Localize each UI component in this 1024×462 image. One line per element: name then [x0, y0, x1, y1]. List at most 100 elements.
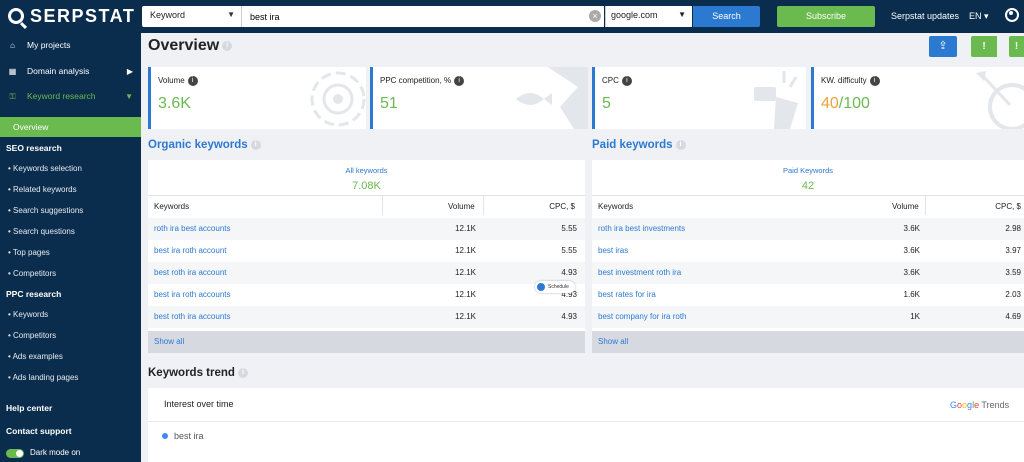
keyword-link[interactable]: roth ira best investments [598, 224, 686, 233]
legend-label: best ira [174, 431, 204, 441]
col-cpc[interactable]: CPC, $ [549, 202, 575, 211]
card-label: KW. difficulty i [821, 76, 880, 86]
subscribe-button[interactable]: Subscribe [777, 6, 875, 27]
cpc-cell: 3.59 [1005, 268, 1021, 277]
sidebar-item-search-suggestions[interactable]: • Search suggestions [8, 206, 84, 215]
keyword-link[interactable]: roth ira best accounts [154, 224, 231, 233]
table-row: best company for ira roth 1K 4.69 [592, 306, 1024, 328]
sidebar-item-contact-support[interactable]: Contact support [6, 426, 72, 436]
show-all-button[interactable]: Show all [592, 331, 1024, 353]
paid-keywords-link[interactable]: Paid Keywords [782, 166, 834, 175]
upload-icon: ⇪ [938, 40, 948, 52]
sidebar-item-my-projects[interactable]: ⌂ My projects [0, 35, 141, 55]
info-icon[interactable]: i [250, 139, 261, 150]
sidebar-item-label: Competitors [13, 331, 57, 340]
sidebar-item-label: Keyword research [27, 91, 96, 101]
volume-cell: 1K [910, 312, 920, 321]
organic-count: 7.08K [352, 180, 381, 192]
top-bar: SERPSTAT Keyword ▼ × google.com ▼ Search… [0, 0, 1024, 33]
col-keywords[interactable]: Keywords [598, 202, 634, 211]
clear-icon[interactable]: × [589, 10, 601, 22]
sidebar-item-domain-analysis[interactable]: ▦ Domain analysis ▶ [0, 61, 141, 81]
schedule-widget[interactable]: Schedule [535, 281, 575, 293]
all-keywords-link[interactable]: All keywords [345, 166, 388, 175]
report-button-secondary[interactable]: ! [1009, 36, 1024, 57]
search-type-select[interactable]: Keyword ▼ [142, 6, 242, 27]
sidebar-item-ads-examples[interactable]: • Ads examples [8, 352, 63, 361]
serpstat-updates-link[interactable]: Serpstat updates [891, 11, 960, 21]
divider [925, 195, 926, 215]
col-keywords[interactable]: Keywords [154, 202, 190, 211]
sidebar-item-competitors[interactable]: • Competitors [8, 269, 57, 278]
sidebar-item-help-center[interactable]: Help center [6, 403, 53, 413]
card-value: 3.6K [158, 95, 191, 112]
sidebar-item-related-keywords[interactable]: • Related keywords [8, 185, 77, 194]
sidebar-item-top-pages[interactable]: • Top pages [8, 248, 50, 257]
database-select[interactable]: google.com ▼ [605, 6, 692, 27]
info-icon[interactable]: i [237, 367, 248, 378]
info-icon[interactable]: i [187, 76, 198, 86]
info-icon[interactable]: i [869, 76, 880, 86]
logo[interactable]: SERPSTAT [8, 6, 135, 26]
keyword-link[interactable]: best company for ira roth [598, 312, 687, 321]
search-input[interactable] [242, 6, 604, 27]
export-button[interactable]: ⇪ [929, 36, 957, 57]
legend-dot-icon [162, 433, 168, 439]
keyword-link[interactable]: best investment roth ira [598, 268, 682, 277]
difficulty-max: /100 [838, 95, 870, 112]
info-icon[interactable]: i [675, 139, 686, 150]
keyword-link[interactable]: best roth ira accounts [154, 312, 231, 321]
keyword-link[interactable]: best iras [598, 246, 629, 255]
language-value: EN [969, 11, 982, 21]
home-icon: ⌂ [10, 40, 15, 50]
sidebar-item-label: My projects [27, 40, 71, 50]
table-header: Keywords Volume CPC, $ [148, 195, 585, 215]
cpc-cell: 2.03 [1005, 290, 1021, 299]
sidebar-item-keyword-research[interactable]: ⚿ Keyword research ▼ [0, 86, 141, 106]
card-ppc-competition: PPC competition, % i 51 [370, 67, 588, 129]
language-select[interactable]: EN ▾ [969, 11, 989, 21]
schedule-icon [537, 283, 545, 291]
keyword-link[interactable]: best ira roth account [154, 246, 227, 255]
keyword-link[interactable]: best rates for ira [598, 290, 656, 299]
table-row: best rates for ira 1.6K 2.03 [592, 284, 1024, 306]
dark-mode-toggle[interactable] [6, 449, 24, 458]
sidebar-item-ads-landing-pages[interactable]: • Ads landing pages [8, 373, 79, 382]
col-cpc[interactable]: CPC, $ [995, 202, 1021, 211]
dark-mode-label: Dark mode on [30, 448, 81, 457]
card-label: CPC i [602, 76, 632, 86]
table-row: roth ira best investments 3.6K 2.98 [592, 218, 1024, 240]
divider [382, 195, 383, 215]
card-value: 51 [380, 95, 398, 112]
sidebar-item-label: Ads examples [12, 352, 63, 361]
sidebar-item-label: Search questions [13, 227, 75, 236]
cpc-cell: 4.93 [561, 268, 577, 277]
google-trends-logo[interactable]: Google Trends [950, 400, 1009, 410]
sidebar-item-keywords-selection[interactable]: • Keywords selection [8, 164, 82, 173]
search-type-value: Keyword [150, 10, 186, 20]
search-button[interactable]: Search [693, 6, 760, 27]
volume-cell: 12.1K [455, 246, 476, 255]
volume-cell: 1.6K [903, 290, 920, 299]
col-volume[interactable]: Volume [448, 202, 475, 211]
page-title-text: Overview [148, 37, 220, 54]
cpc-cell: 4.93 [561, 312, 577, 321]
keyword-link[interactable]: best ira roth accounts [154, 290, 231, 299]
info-icon[interactable]: i [222, 40, 233, 51]
info-icon[interactable]: i [621, 76, 632, 86]
info-icon[interactable]: i [454, 76, 465, 86]
cpc-cell: 5.55 [561, 224, 577, 233]
user-icon[interactable] [1005, 8, 1019, 22]
show-all-button[interactable]: Show all [148, 331, 585, 353]
table-row: best investment roth ira 3.6K 3.59 [592, 262, 1024, 284]
fish-icon [516, 67, 588, 129]
col-volume[interactable]: Volume [892, 202, 919, 211]
report-button[interactable]: ! [971, 36, 997, 57]
keyword-link[interactable]: best roth ira account [154, 268, 227, 277]
arrow-target-icon [976, 71, 1024, 129]
sidebar-item-ppc-competitors[interactable]: • Competitors [8, 331, 57, 340]
sidebar-item-search-questions[interactable]: • Search questions [8, 227, 75, 236]
sidebar-item-ppc-keywords[interactable]: • Keywords [8, 310, 49, 319]
sidebar-item-label: Top pages [12, 248, 50, 257]
sidebar-item-overview[interactable]: Overview [0, 117, 141, 137]
